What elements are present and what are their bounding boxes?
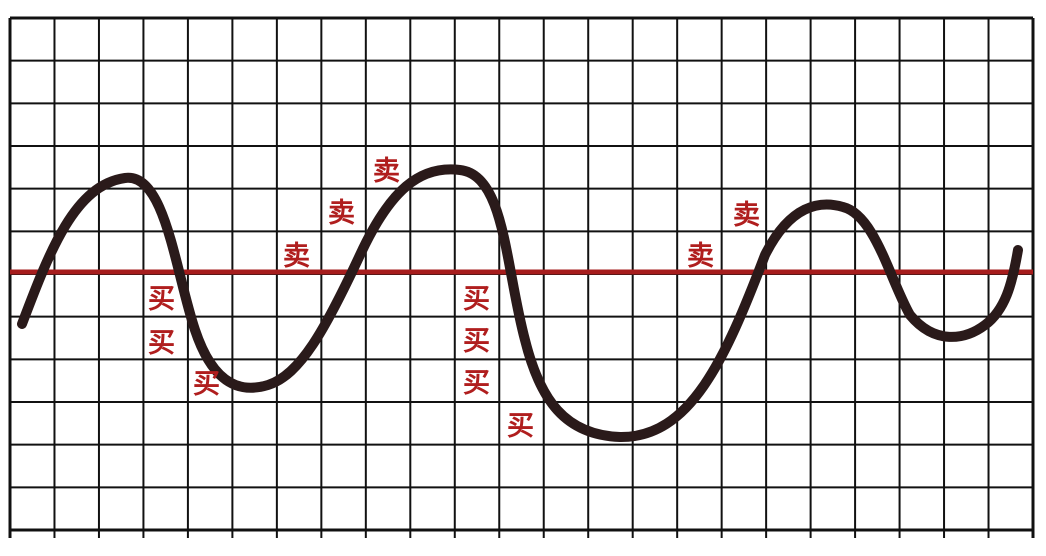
buy-label: 买 (463, 368, 490, 399)
sell-label: 卖 (733, 200, 760, 231)
sell-label: 卖 (283, 241, 310, 272)
buy-label: 买 (148, 284, 175, 315)
buy-label: 买 (507, 411, 534, 442)
buy-label: 买 (463, 284, 490, 315)
buy-label: 买 (463, 326, 490, 357)
price-curve (17, 164, 1023, 443)
sell-label: 卖 (328, 198, 355, 229)
signal-labels: 卖 卖 卖 卖 卖 买 买 买 买 买 买 买 (148, 156, 760, 442)
buy-label: 买 (148, 328, 175, 359)
grid (8, 16, 1035, 538)
sell-label: 卖 (373, 156, 400, 187)
buy-label: 买 (193, 369, 220, 400)
sell-label: 卖 (687, 241, 714, 272)
